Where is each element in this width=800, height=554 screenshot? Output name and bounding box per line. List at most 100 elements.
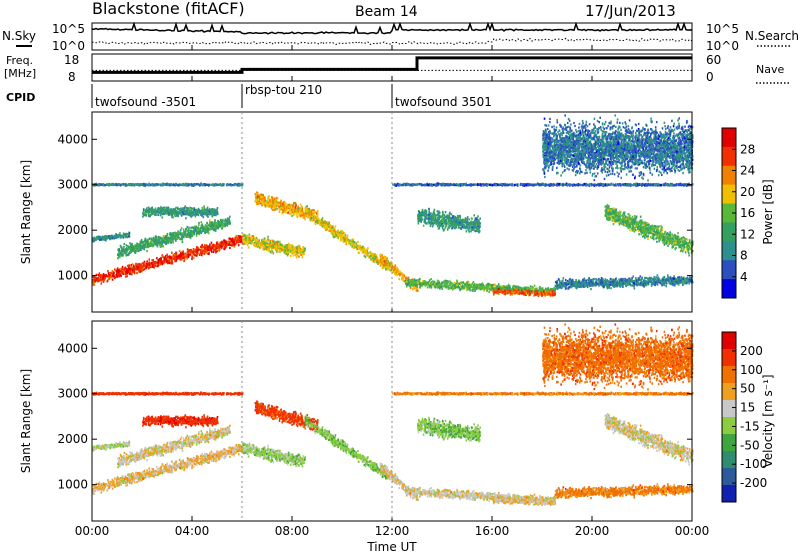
power-cell: [187, 255, 190, 259]
power-cell: [111, 237, 113, 240]
power-cell: [278, 208, 281, 211]
power-cell: [352, 245, 355, 248]
power-cell: [194, 227, 196, 230]
power-cell: [197, 232, 199, 235]
power-cell: [115, 273, 117, 277]
power-cell: [103, 279, 105, 282]
power-cell: [104, 277, 106, 280]
power-cell: [269, 244, 271, 247]
power-cell: [120, 249, 122, 252]
power-cell: [135, 266, 137, 269]
power-cell: [97, 277, 99, 280]
power-cell: [133, 245, 136, 248]
power-cell: [315, 220, 317, 223]
power-cell: [210, 241, 213, 244]
power-cell: [295, 246, 297, 249]
power-cell: [292, 254, 295, 257]
power-cell: [105, 236, 108, 239]
power-cell: [171, 257, 174, 260]
power-cell: [257, 192, 259, 195]
power-cell: [195, 246, 198, 249]
power-cell: [282, 245, 284, 248]
power-cell: [156, 243, 159, 246]
power-cell: [212, 224, 215, 227]
power-cell: [446, 284, 449, 287]
power-cell: [291, 250, 293, 253]
power-cell: [247, 235, 250, 238]
power-cell: [441, 282, 443, 285]
power-cell: [289, 244, 292, 247]
power-cell: [160, 257, 162, 260]
power-cell: [462, 281, 464, 284]
power-cell: [139, 248, 142, 251]
power-cell: [93, 239, 96, 242]
power-cell: [188, 249, 191, 252]
power-cell: [128, 272, 131, 276]
power-cell: [367, 247, 369, 250]
power-cell: [135, 262, 137, 265]
power-cell: [488, 290, 490, 293]
power-cell: [217, 227, 219, 230]
power-cell: [218, 225, 220, 228]
power-cell: [276, 248, 279, 251]
power-cell: [244, 237, 247, 240]
power-cell: [269, 199, 271, 202]
power-cell: [340, 237, 342, 240]
power-cell: [284, 250, 287, 253]
power-cell: [526, 290, 529, 293]
power-cell: [218, 246, 221, 249]
power-cell: [479, 217, 481, 220]
power-cell: [207, 252, 210, 255]
power-cell: [126, 236, 129, 239]
power-cell: [373, 258, 376, 261]
power-cell: [165, 254, 167, 258]
power-cell: [166, 233, 169, 236]
power-cell: [425, 283, 428, 287]
power-cell: [259, 202, 262, 205]
power-cell: [372, 257, 374, 260]
power-cell: [102, 237, 104, 240]
power-cell: [281, 248, 284, 251]
power-cell: [194, 225, 196, 228]
power-cell: [99, 236, 101, 239]
power-cell: [374, 257, 377, 261]
power-cell: [246, 234, 248, 237]
power-cell: [124, 268, 126, 272]
power-cell: [163, 259, 166, 263]
power-cell: [152, 240, 155, 243]
power-cell: [497, 283, 500, 286]
power-cell: [125, 247, 128, 250]
power-cell: [137, 266, 140, 269]
power-cell: [181, 252, 184, 255]
power-cell: [337, 230, 339, 233]
power-cell: [320, 222, 323, 225]
power-cell: [420, 282, 422, 285]
power-cell: [193, 233, 195, 236]
power-cell: [302, 251, 305, 254]
power-cell: [459, 283, 462, 286]
power-cell: [152, 259, 155, 262]
power-cell: [209, 249, 211, 252]
power-cell: [182, 256, 184, 259]
power-cell: [123, 245, 125, 249]
power-cell: [121, 234, 124, 237]
power-cell: [251, 241, 253, 245]
power-cell: [152, 264, 155, 267]
power-cell: [265, 202, 267, 205]
power-cell: [195, 231, 198, 234]
power-cell: [206, 229, 208, 232]
power-cell: [541, 293, 543, 296]
power-cell: [121, 254, 124, 257]
power-cell: [545, 291, 548, 294]
power-cell: [228, 241, 231, 244]
power-cell: [363, 249, 366, 252]
power-cell: [402, 278, 404, 281]
power-cell: [300, 205, 303, 208]
power-cell: [186, 225, 189, 228]
power-cell: [206, 248, 208, 251]
power-cell: [218, 224, 221, 227]
power-cell: [312, 213, 314, 217]
power-cell: [215, 251, 217, 254]
power-cell: [265, 243, 268, 247]
power-cell: [286, 250, 289, 254]
